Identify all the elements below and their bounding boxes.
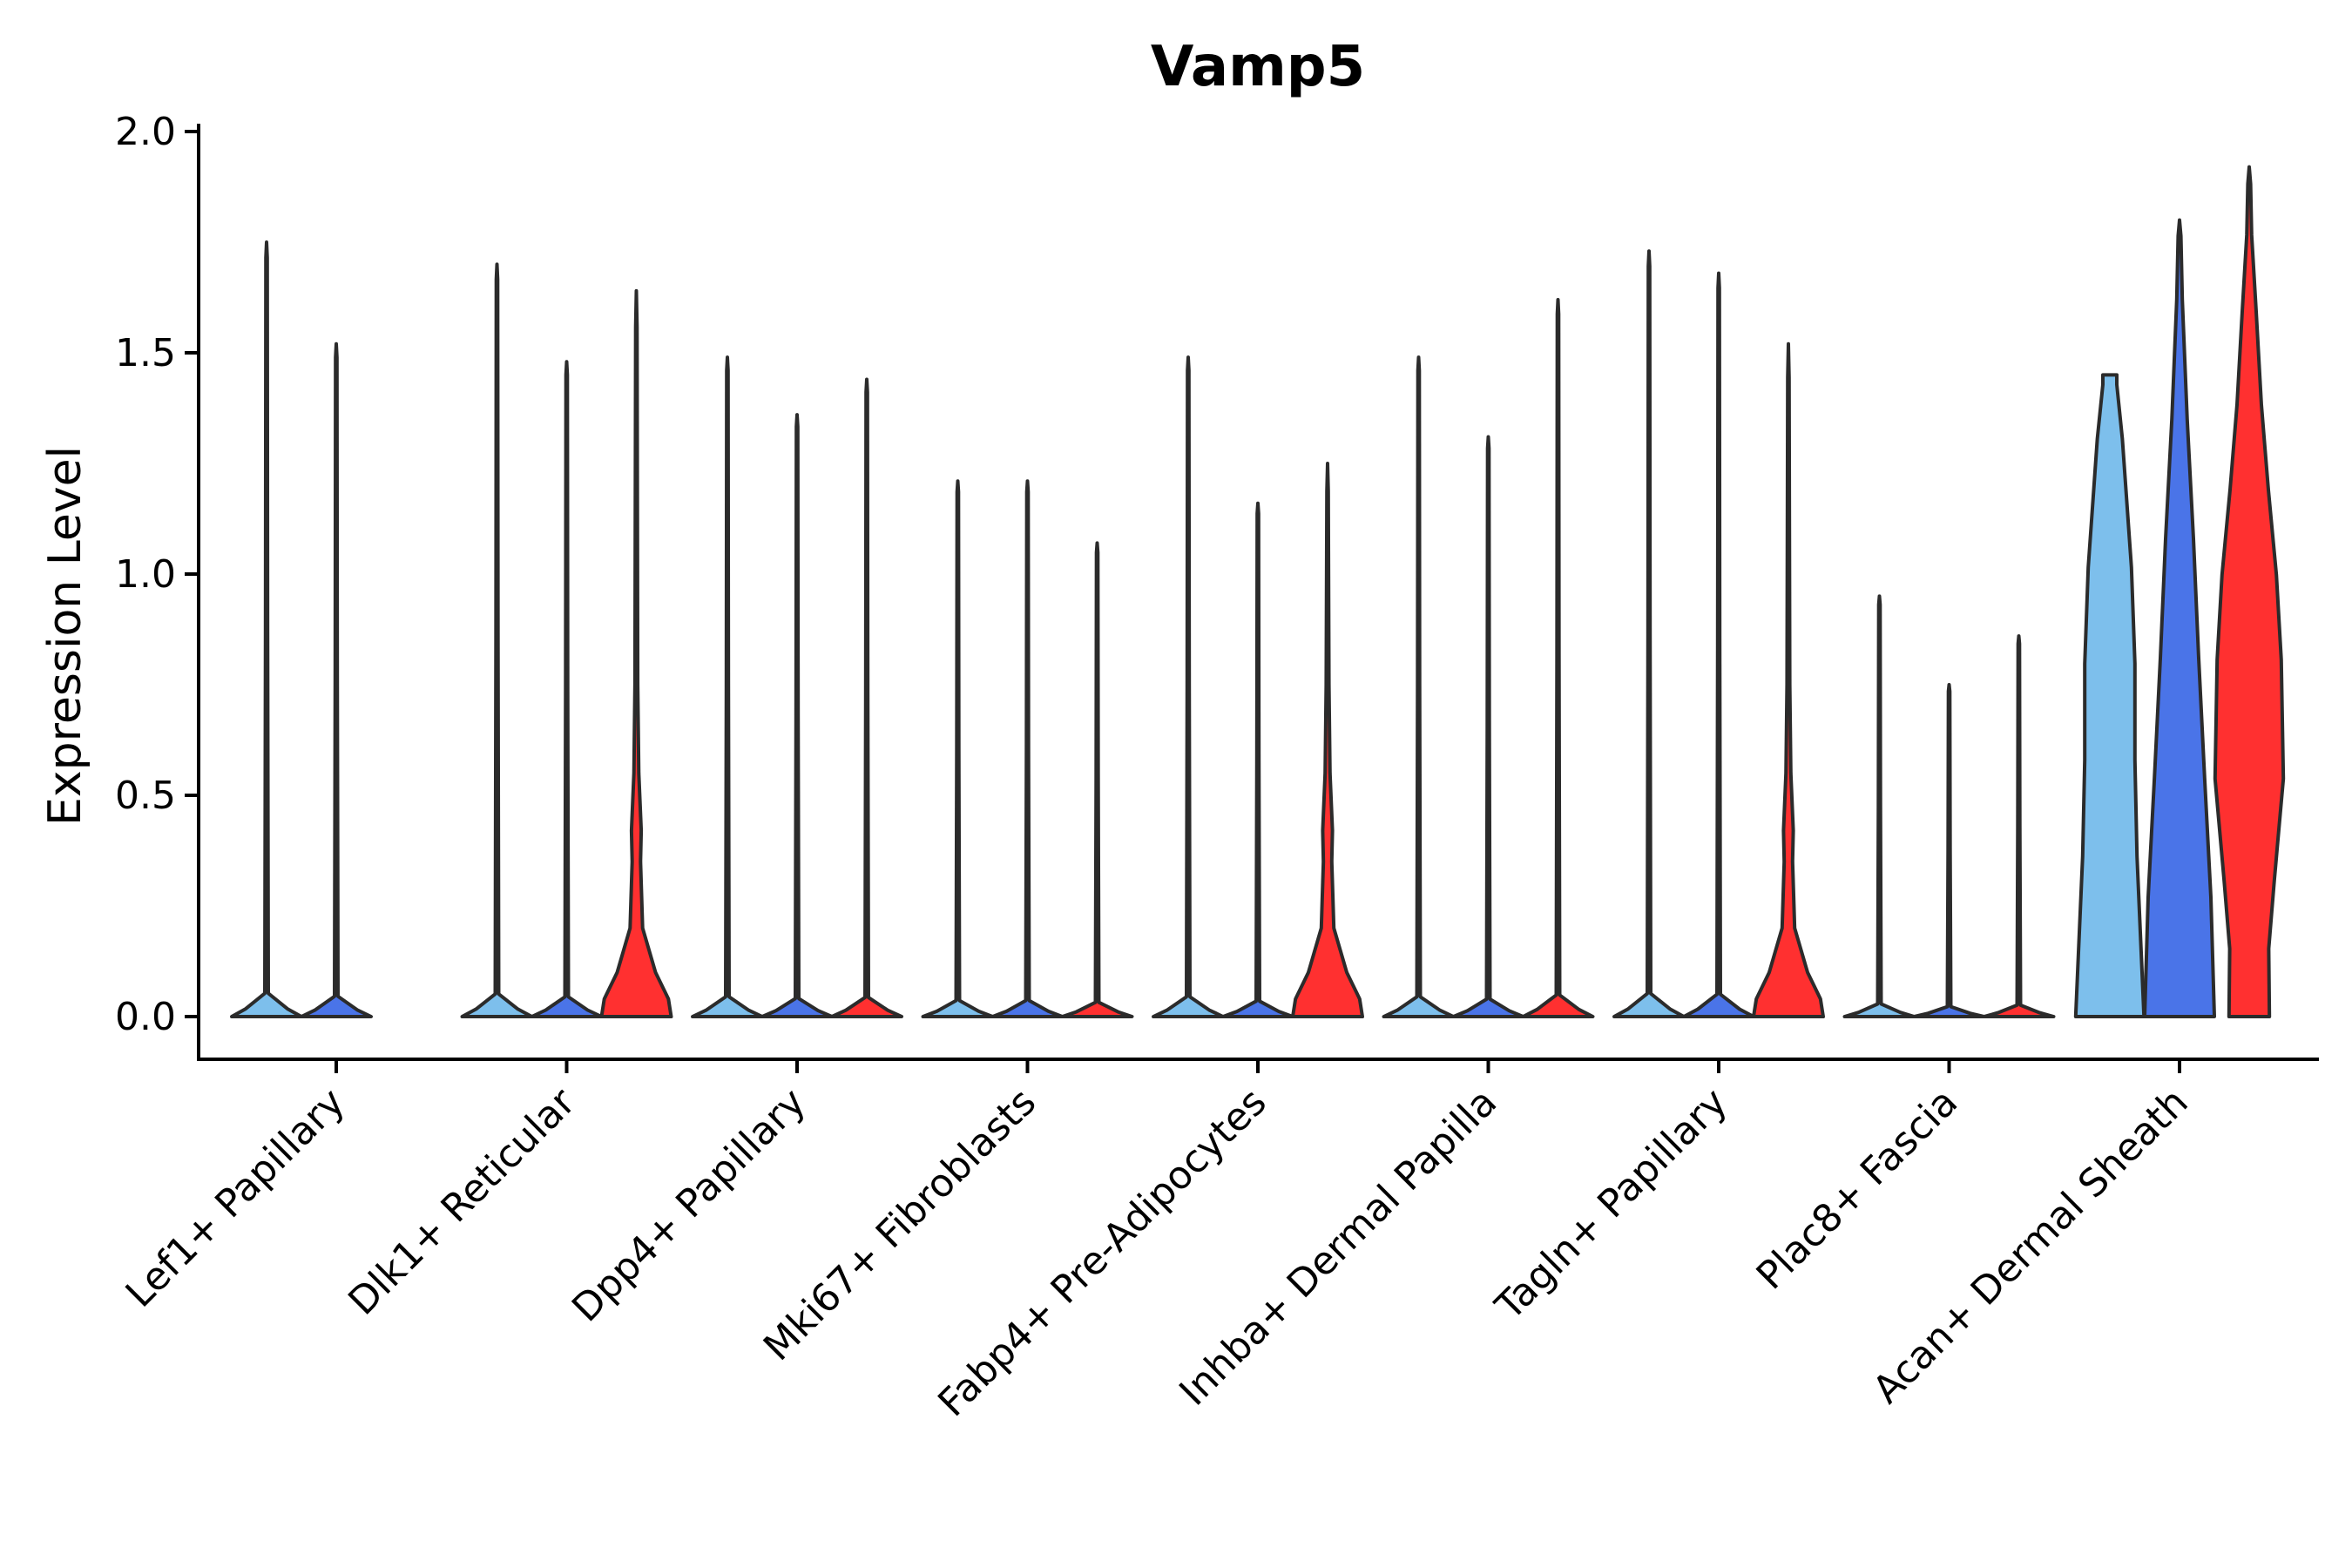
violin-5-2 bbox=[1221, 501, 1294, 1018]
violin-3-3 bbox=[830, 377, 903, 1018]
y-tick-label: 1.5 bbox=[115, 331, 176, 375]
y-axis-title: Expression Level bbox=[39, 446, 91, 826]
x-category-label: Lef1+ Papillary bbox=[118, 1080, 354, 1316]
violin-4-2 bbox=[990, 479, 1064, 1018]
y-tick-label: 2.0 bbox=[115, 110, 176, 154]
violin-8-1 bbox=[1842, 594, 1916, 1018]
violin-4-1 bbox=[921, 479, 995, 1018]
x-category-label: Plac8+ Fascia bbox=[1748, 1080, 1967, 1299]
y-tick-label: 0.5 bbox=[115, 774, 176, 818]
violin-9-3 bbox=[2213, 165, 2286, 1018]
violin-9-2 bbox=[2143, 218, 2216, 1018]
y-tick-label: 0.0 bbox=[115, 995, 176, 1039]
violin-3-1 bbox=[691, 355, 764, 1018]
x-category-label: Tagln+ Papillary bbox=[1487, 1080, 1736, 1329]
violin-5-1 bbox=[1152, 355, 1225, 1018]
violin-4-3 bbox=[1060, 541, 1134, 1018]
violin-9-1 bbox=[2073, 373, 2146, 1018]
violin-8-2 bbox=[1912, 683, 1986, 1018]
violin-3-2 bbox=[760, 413, 834, 1018]
violin-2-2 bbox=[530, 360, 604, 1018]
violin-1-1 bbox=[230, 240, 303, 1018]
violin-7-1 bbox=[1612, 249, 1686, 1018]
x-category-label: Dlk1+ Reticular bbox=[340, 1079, 585, 1324]
violin-1-2 bbox=[300, 341, 373, 1018]
y-tick-label: 1.0 bbox=[115, 552, 176, 597]
violin-7-3 bbox=[1752, 341, 1825, 1018]
violin-7-2 bbox=[1682, 271, 1755, 1018]
x-category-label: Dpp4+ Papillary bbox=[564, 1080, 814, 1331]
violin-2-3 bbox=[599, 288, 673, 1018]
violin-6-2 bbox=[1451, 435, 1525, 1018]
violin-8-3 bbox=[1982, 634, 2056, 1018]
y-ticks: 0.0 0.5 1.0 1.5 2.0 bbox=[115, 110, 199, 1039]
violin-6-3 bbox=[1521, 298, 1595, 1018]
violin-6-1 bbox=[1382, 355, 1456, 1018]
chart-title: Vamp5 bbox=[1151, 35, 1365, 99]
violin-5-3 bbox=[1291, 462, 1364, 1018]
violin-2-1 bbox=[460, 262, 534, 1018]
violins-layer bbox=[230, 165, 2286, 1018]
